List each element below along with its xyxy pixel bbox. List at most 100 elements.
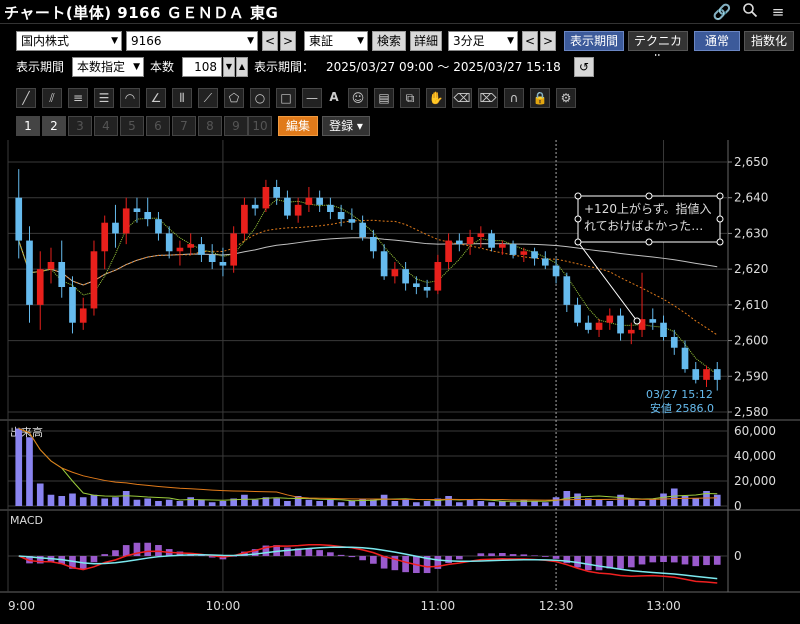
edit-button[interactable]: 編集 <box>278 116 318 136</box>
candle-body <box>69 287 76 323</box>
volume-bar <box>176 501 184 506</box>
display-period-button[interactable]: 表示期間 <box>564 31 624 51</box>
volume-bar <box>337 502 345 506</box>
count-input[interactable]: 108 <box>182 57 222 77</box>
count-up-button[interactable]: ▲ <box>236 57 248 77</box>
next-interval-button[interactable]: > <box>540 31 556 51</box>
volume-bar <box>445 496 452 506</box>
volume-bar <box>552 497 560 506</box>
volume-bar <box>380 494 388 506</box>
fibonacci-icon[interactable]: ☰ <box>94 88 114 108</box>
tab-6[interactable]: 6 <box>146 116 170 136</box>
technical-button[interactable]: テクニカル <box>628 31 688 66</box>
market-select[interactable]: 国内株式 ▼ <box>16 31 122 51</box>
candle-body <box>466 237 474 245</box>
tab-1[interactable]: 1 <box>16 116 40 136</box>
tab-7[interactable]: 7 <box>172 116 196 136</box>
volume-bar <box>391 501 399 506</box>
search-button[interactable]: 検索 <box>372 31 406 51</box>
tab-4[interactable]: 4 <box>94 116 118 136</box>
tab-9[interactable]: 9 <box>224 116 248 136</box>
candle-body <box>348 219 356 223</box>
parallel-lines-icon[interactable]: ⫽ <box>42 88 62 108</box>
settings-icon[interactable]: ⚙ <box>556 88 576 108</box>
candle-body <box>402 269 409 284</box>
pentagon-icon[interactable]: ⬠ <box>224 88 244 108</box>
candle-body <box>273 187 280 198</box>
register-button[interactable]: 登録 ▾ <box>322 116 370 136</box>
tab-5[interactable]: 5 <box>120 116 144 136</box>
fan-lines-icon[interactable]: ∠ <box>146 88 166 108</box>
prev-interval-button[interactable]: < <box>522 31 538 51</box>
tab-8[interactable]: 8 <box>198 116 222 136</box>
macd-histogram-bar <box>273 545 280 556</box>
prev-code-button[interactable]: < <box>262 31 278 51</box>
tab-10[interactable]: 10 <box>248 116 272 136</box>
hand-icon[interactable]: ✋ <box>426 88 446 108</box>
price-chart[interactable]: 2,580 2,590 2,600 2,610 2,620 2,630 2,640 2,650… <box>0 140 800 624</box>
note-icon[interactable]: ▤ <box>374 88 394 108</box>
circle-icon[interactable]: ○ <box>250 88 270 108</box>
search-icon[interactable] <box>740 2 760 22</box>
gann-fan-icon[interactable]: ⟋ <box>198 88 218 108</box>
annotation-handle <box>716 238 724 246</box>
volume-tick-label: 20,000 <box>734 474 776 488</box>
vertical-lines-icon[interactable]: ⦀ <box>172 88 192 108</box>
macd-tick-label: 0 <box>734 549 742 563</box>
normal-button[interactable]: 通常 <box>694 31 740 51</box>
title-bar: チャート(単体) 9166 ＧＥＮＤＡ 東G 🔗 ≡ <box>0 0 800 24</box>
candle-body <box>15 197 23 241</box>
period-mode-select[interactable]: 本数指定 ▼ <box>72 57 144 77</box>
volume-bar <box>348 501 356 506</box>
trendline-icon[interactable]: ╱ <box>16 88 36 108</box>
line-icon[interactable]: — <box>302 88 322 108</box>
macd-histogram-bar <box>294 548 302 556</box>
annotation-handle <box>574 238 582 246</box>
volume-bar <box>327 499 334 506</box>
exchange-select[interactable]: 東証 ▼ <box>304 31 368 51</box>
volume-bar <box>595 499 603 506</box>
eraser-all-icon[interactable]: ⌦ <box>478 88 498 108</box>
magnet-icon[interactable]: ∩ <box>504 88 524 108</box>
interval-select[interactable]: 3分足 ▼ <box>448 31 518 51</box>
candle-body <box>563 276 571 305</box>
macd-histogram-bar <box>509 554 517 556</box>
tab-3[interactable]: 3 <box>68 116 92 136</box>
horizontal-lines-icon[interactable]: ≡ <box>68 88 88 108</box>
index-button[interactable]: 指数化 <box>744 31 794 51</box>
tooltip-time: 03/27 15:12 <box>646 388 713 401</box>
emoji-icon[interactable]: ☺ <box>348 88 368 108</box>
volume-bar <box>370 499 377 506</box>
text-icon[interactable]: A <box>324 88 344 108</box>
rectangle-icon[interactable]: □ <box>276 88 296 108</box>
candle-body <box>101 222 109 252</box>
candle-body <box>79 308 87 323</box>
detail-button[interactable]: 詳細 <box>410 31 442 51</box>
macd-histogram-bar <box>69 556 76 569</box>
volume-bar <box>423 501 431 506</box>
volume-bar <box>541 502 549 506</box>
y-tick-label: 2,610 <box>734 298 768 312</box>
menu-icon[interactable]: ≡ <box>771 3 785 21</box>
macd-histogram-bar <box>713 556 721 565</box>
candle-body <box>488 233 495 248</box>
next-code-button[interactable]: > <box>280 31 296 51</box>
candle-body <box>660 322 667 337</box>
macd-histogram-bar <box>703 556 710 566</box>
eraser-icon[interactable]: ⌫ <box>452 88 472 108</box>
macd-histogram-bar <box>456 556 463 560</box>
candle-body <box>208 254 216 262</box>
candle-body <box>617 315 624 334</box>
volume-bar <box>584 498 592 506</box>
count-down-button[interactable]: ▼ <box>223 57 235 77</box>
chart-annotation: +120上がらず。指値入 れておけばよかった… 03/27 15:12 安値 2… <box>574 192 724 415</box>
copy-icon[interactable]: ⧉ <box>400 88 420 108</box>
fib-arc-icon[interactable]: ◠ <box>120 88 140 108</box>
reset-range-icon[interactable]: ↺ <box>574 57 594 77</box>
code-select[interactable]: 9166 ▼ <box>126 31 258 51</box>
macd-histogram-bar <box>133 542 141 556</box>
link-icon[interactable]: 🔗 <box>712 3 732 21</box>
lock-icon[interactable]: 🔒 <box>530 88 550 108</box>
x-tick-label: 12:30 <box>539 599 574 613</box>
tab-2[interactable]: 2 <box>42 116 66 136</box>
